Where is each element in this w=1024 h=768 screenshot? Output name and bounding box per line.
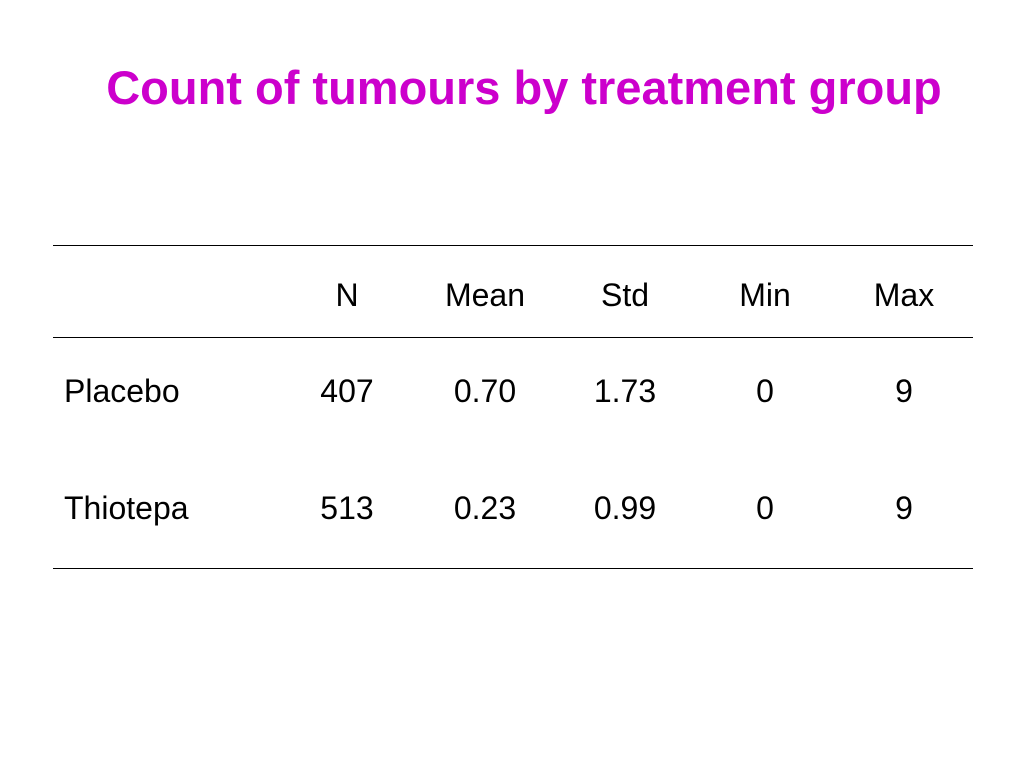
table-cell: 0 [756, 490, 774, 526]
table-bottom-rule [53, 568, 973, 569]
row-label: Placebo [64, 373, 180, 409]
table-cell: 513 [320, 490, 374, 526]
table-cell: 0.99 [593, 490, 657, 526]
table-cell: 407 [320, 373, 374, 409]
column-header: Min [739, 277, 791, 313]
table-cell: 9 [895, 373, 913, 409]
column-header: Mean [444, 277, 526, 313]
table-cell: 0 [756, 373, 774, 409]
slide-title: Count of tumours by treatment group [106, 61, 942, 114]
table-cell: 9 [895, 490, 913, 526]
column-header: Std [600, 277, 650, 313]
row-label: Thiotepa [64, 490, 189, 526]
table-cell: 0.70 [453, 373, 517, 409]
table-cell: 0.23 [453, 490, 517, 526]
column-header: N [335, 277, 359, 313]
table-top-rule [53, 245, 973, 246]
header-rule [53, 337, 973, 338]
column-header: Max [873, 277, 935, 313]
table-cell: 1.73 [593, 373, 657, 409]
